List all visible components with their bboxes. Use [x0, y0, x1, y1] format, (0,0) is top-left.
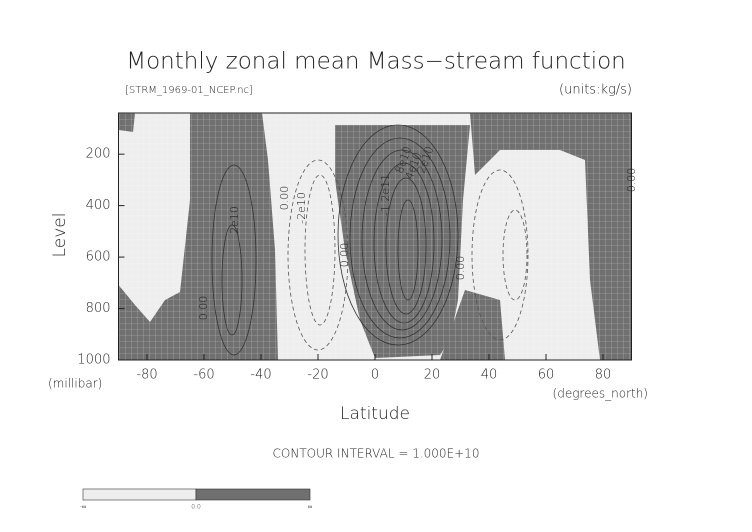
plot-area [118, 112, 632, 361]
y-axis-units: (millibar) [48, 377, 102, 391]
colorbar-label: -∞ [80, 504, 86, 511]
contour [361, 149, 443, 331]
x-tick-label: -60 [193, 368, 214, 383]
contour [502, 209, 528, 301]
y-axis-title: Level [50, 213, 70, 258]
contour-label: 0.00 [197, 296, 210, 321]
y-tick-label: 600 [86, 250, 111, 265]
x-tick-label: -80 [136, 368, 157, 383]
contour [349, 137, 451, 339]
contour-label: 2e10 [228, 206, 241, 234]
colorbar-label: ∞ [308, 504, 312, 511]
y-tick-label: 800 [86, 301, 111, 316]
contour-label: -1.2e11 [379, 174, 392, 216]
contour-interval: CONTOUR INTERVAL = 1.000E+10 [273, 447, 480, 461]
x-tick-label: 40 [481, 368, 498, 383]
contour [221, 224, 243, 336]
contour [304, 174, 336, 326]
y-tick-label: 400 [86, 198, 111, 213]
x-axis-units: (degrees_north) [553, 387, 648, 401]
contour-label: 0.00 [278, 186, 291, 211]
contour [397, 199, 419, 301]
x-tick-label: 20 [424, 368, 441, 383]
x-tick-label: -20 [307, 368, 328, 383]
contour [385, 177, 427, 315]
contour-label: 0.00 [625, 168, 638, 193]
contour [287, 159, 349, 351]
fine-grid [118, 113, 632, 360]
x-axis-title: Latitude [340, 404, 410, 424]
units: (units:kg/s) [559, 83, 632, 98]
colorbar-negative [82, 488, 197, 501]
x-tick-label: -40 [250, 368, 271, 383]
contour-label: -2e10 [295, 192, 308, 224]
colorbar [82, 488, 311, 501]
chart-title: Monthly zonal mean Mass−stream function [126, 49, 626, 75]
y-tick-label: 200 [86, 147, 111, 162]
contour [337, 124, 459, 346]
x-tick-label: 60 [538, 368, 555, 383]
subtitle: [STRM_1969-01_NCEP.nc] [125, 85, 253, 96]
contour [373, 162, 435, 324]
contour-lines [211, 124, 529, 356]
contour-label: 0.00 [454, 256, 467, 281]
y-tick-label: 1000 [77, 353, 110, 368]
contour [211, 164, 257, 356]
contour-label: 0.00 [338, 243, 351, 268]
colorbar-label: 0.0 [191, 504, 201, 511]
colorbar-positive [195, 488, 311, 501]
x-tick-label: 0 [371, 368, 379, 383]
x-tick-label: 80 [595, 368, 612, 383]
contour [471, 169, 529, 341]
